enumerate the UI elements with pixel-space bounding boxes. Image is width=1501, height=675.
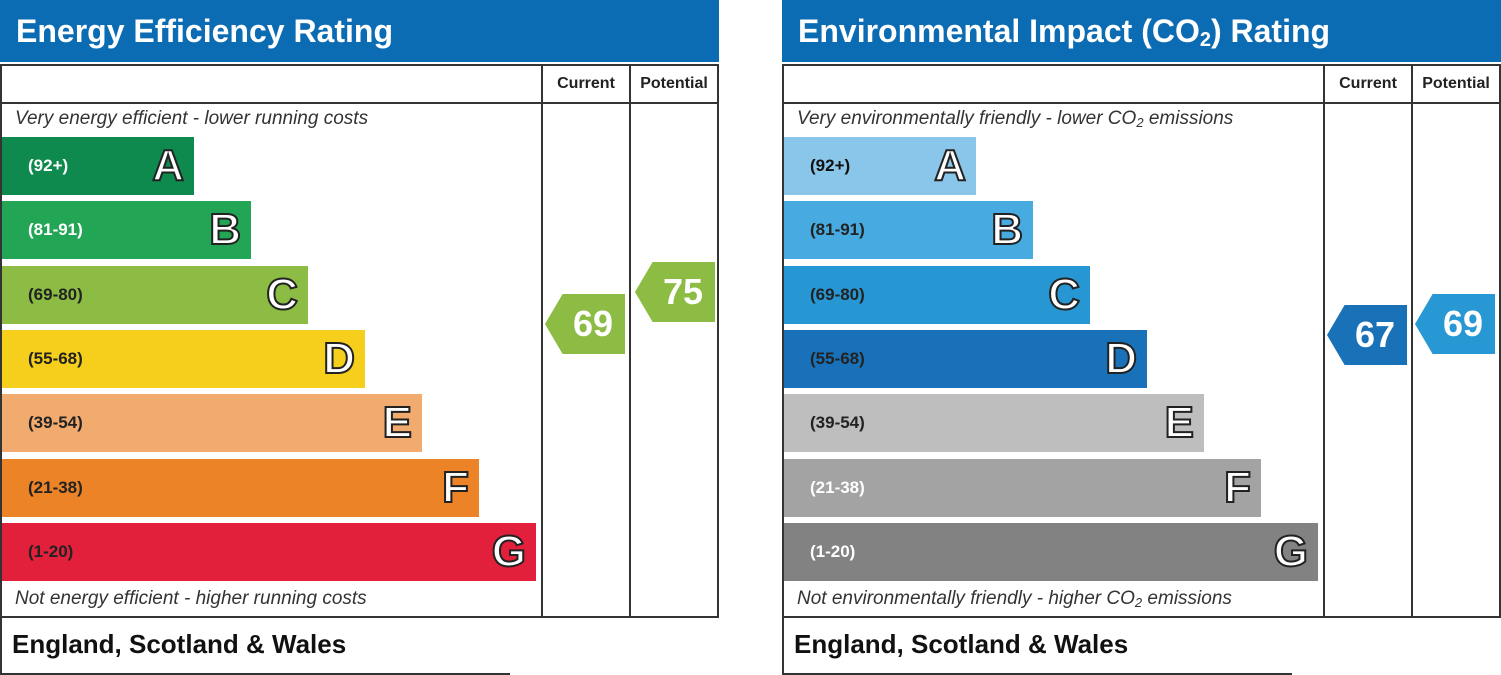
- band-range-label: (81-91): [810, 220, 865, 239]
- band-letter: G: [491, 526, 527, 577]
- potential-rating-arrow: 69: [1415, 294, 1495, 354]
- band-range-label: (92+): [810, 156, 851, 175]
- bottom-note: Not energy efficient - higher running co…: [15, 588, 367, 609]
- potential-column-header: Potential: [640, 75, 708, 92]
- band-range-label: (69-80): [28, 285, 83, 304]
- band-range-label: (21-38): [810, 478, 865, 497]
- band-range-label: (1-20): [810, 542, 856, 561]
- bottom-note: Not environmentally friendly - higher CO…: [797, 588, 1232, 610]
- rating-band-f: (21-38) F: [784, 459, 1261, 517]
- rating-band-e: (39-54) E: [784, 394, 1204, 452]
- band-letter: E: [382, 397, 413, 448]
- current-rating-arrow: 69: [545, 294, 625, 354]
- band-letter: C: [1047, 269, 1081, 320]
- rating-band-g: (1-20) G: [784, 523, 1318, 581]
- rating-band-c: (69-80) C: [784, 266, 1090, 324]
- top-note: Very energy efficient - lower running co…: [15, 108, 369, 129]
- band-range-label: (39-54): [28, 413, 83, 432]
- environmental-impact-panel: Environmental Impact (CO2) Rating Curren…: [782, 0, 1501, 675]
- band-range-label: (92+): [28, 156, 69, 175]
- rating-band-d: (55-68) D: [784, 330, 1147, 388]
- band-letter: D: [322, 333, 356, 384]
- current-column-header: Current: [557, 75, 615, 92]
- header-divider: [782, 102, 1501, 104]
- rating-band-f: (21-38) F: [2, 459, 479, 517]
- band-range-label: (55-68): [28, 349, 83, 368]
- band-letter: E: [1164, 397, 1195, 448]
- header-divider: [0, 102, 719, 104]
- current-rating-arrow: 67: [1327, 305, 1407, 365]
- column-divider: [1411, 64, 1413, 618]
- current-column-header: Current: [1339, 75, 1397, 92]
- rating-band-d: (55-68) D: [2, 330, 365, 388]
- region-footer: England, Scotland & Wales: [0, 618, 510, 675]
- band-range-label: (81-91): [28, 220, 83, 239]
- potential-column-header: Potential: [1422, 75, 1490, 92]
- band-letter: F: [441, 462, 470, 513]
- potential-rating-arrow: 75: [635, 262, 715, 322]
- rating-band-a: (92+) A: [784, 137, 976, 195]
- band-range-label: (69-80): [810, 285, 865, 304]
- column-divider: [629, 64, 631, 618]
- panel-title: Energy Efficiency Rating: [0, 0, 719, 62]
- column-divider: [1323, 64, 1325, 618]
- panel-title: Environmental Impact (CO2) Rating: [782, 0, 1501, 62]
- rating-band-c: (69-80) C: [2, 266, 308, 324]
- band-range-label: (39-54): [810, 413, 865, 432]
- region-footer: England, Scotland & Wales: [782, 618, 1292, 675]
- column-divider: [541, 64, 543, 618]
- rating-band-g: (1-20) G: [2, 523, 536, 581]
- band-range-label: (1-20): [28, 542, 74, 561]
- band-range-label: (55-68): [810, 349, 865, 368]
- rating-band-a: (92+) A: [2, 137, 194, 195]
- rating-band-e: (39-54) E: [2, 394, 422, 452]
- rating-band-b: (81-91) B: [784, 201, 1033, 259]
- rating-band-b: (81-91) B: [2, 201, 251, 259]
- band-range-label: (21-38): [28, 478, 83, 497]
- band-letter: F: [1223, 462, 1252, 513]
- band-letter: A: [151, 140, 185, 191]
- top-note: Very environmentally friendly - lower CO…: [797, 108, 1234, 130]
- band-letter: A: [933, 140, 967, 191]
- band-letter: B: [990, 204, 1024, 255]
- energy-efficiency-panel: Energy Efficiency Rating Current Potenti…: [0, 0, 719, 675]
- band-letter: B: [208, 204, 242, 255]
- band-letter: D: [1104, 333, 1138, 384]
- band-letter: C: [265, 269, 299, 320]
- band-letter: G: [1273, 526, 1309, 577]
